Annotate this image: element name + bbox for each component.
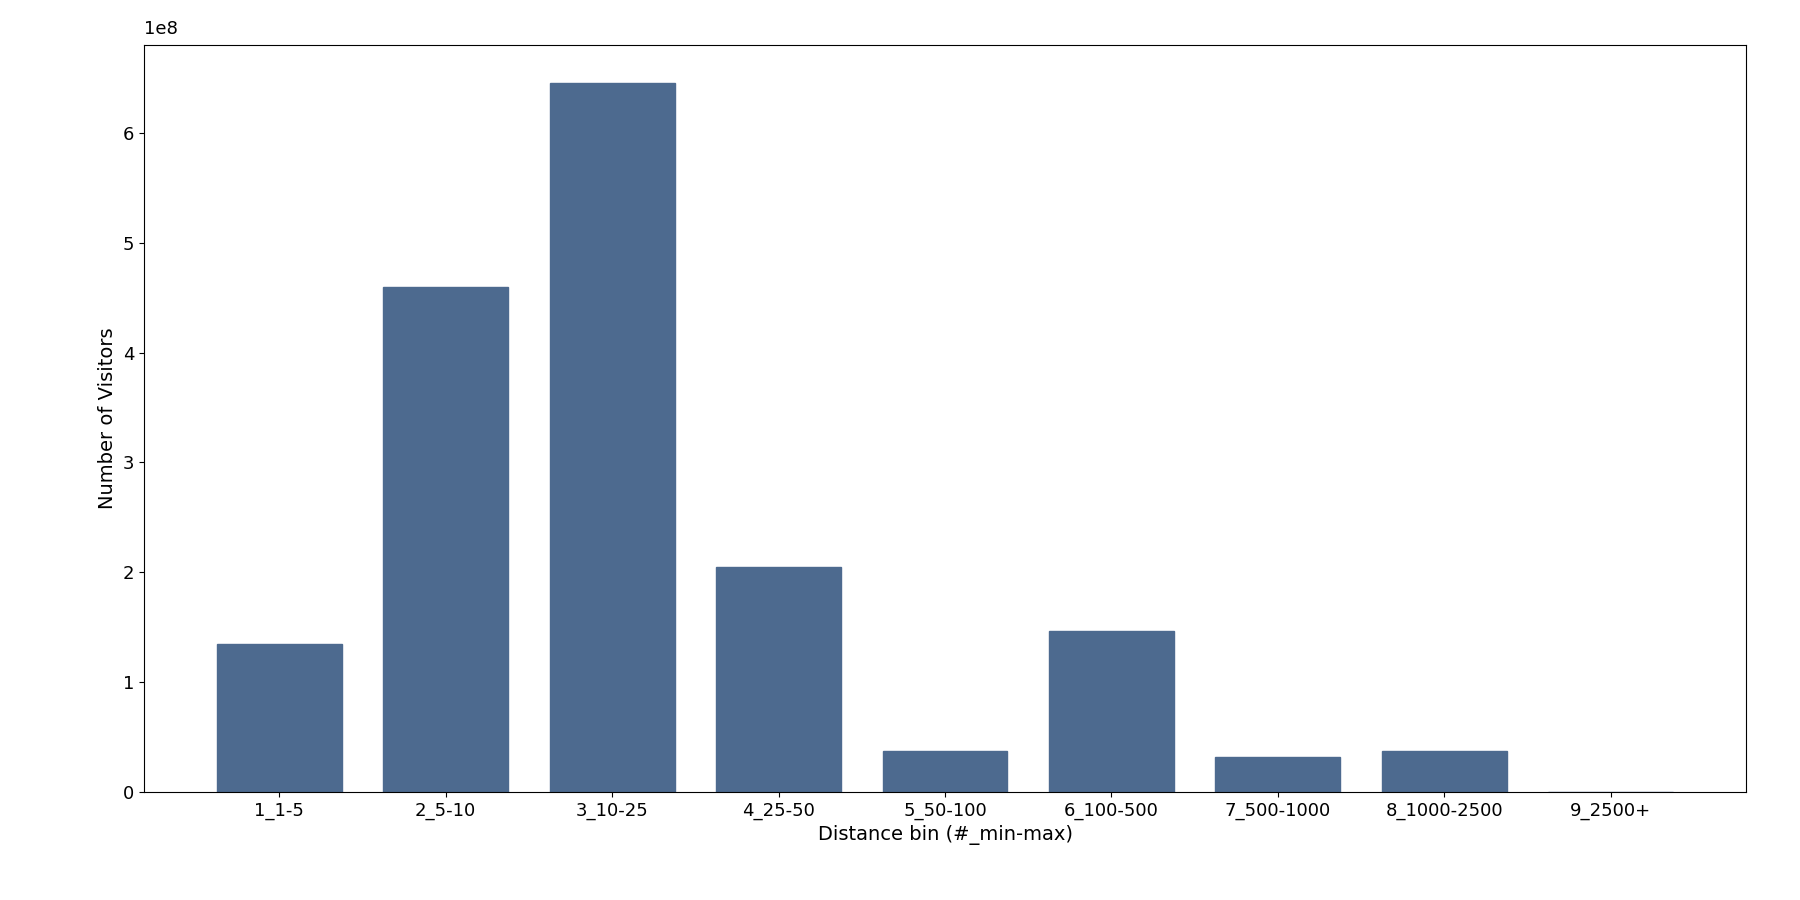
Bar bbox=[882, 752, 1008, 792]
Text: 1e8: 1e8 bbox=[144, 20, 178, 38]
Bar bbox=[1382, 752, 1507, 792]
Bar bbox=[383, 287, 508, 792]
Bar bbox=[216, 644, 342, 792]
Bar bbox=[1215, 757, 1341, 792]
X-axis label: Distance bin (#_min-max): Distance bin (#_min-max) bbox=[817, 825, 1073, 845]
Y-axis label: Number of Visitors: Number of Visitors bbox=[99, 328, 117, 509]
Bar bbox=[716, 567, 841, 792]
Bar bbox=[549, 84, 675, 792]
Bar bbox=[1049, 631, 1174, 792]
